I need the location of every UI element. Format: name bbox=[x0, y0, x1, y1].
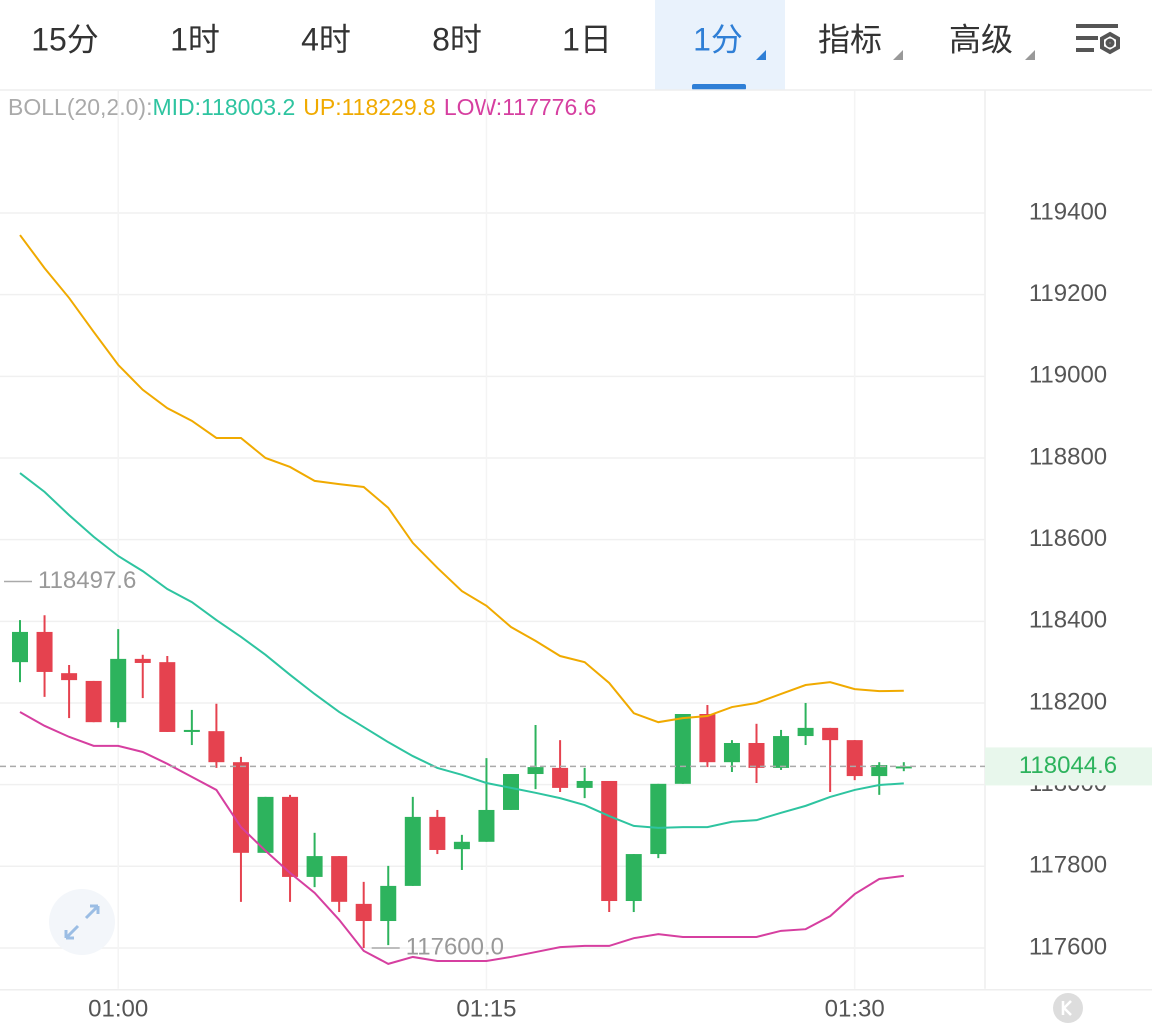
candle-body bbox=[871, 765, 888, 777]
dropdown-arrow bbox=[893, 50, 903, 60]
candle-body bbox=[380, 885, 397, 922]
candle-body bbox=[183, 729, 200, 732]
candle-body bbox=[650, 783, 667, 855]
dropdown-arrow bbox=[1025, 50, 1035, 60]
x-tick-label: 01:00 bbox=[88, 995, 148, 1022]
y-tick-label: 119200 bbox=[1029, 280, 1107, 307]
candle-body bbox=[282, 796, 299, 877]
y-tick-label: 119000 bbox=[1029, 362, 1107, 389]
boll-line bbox=[19, 234, 904, 724]
candle-body bbox=[895, 766, 912, 769]
extreme-label: 118497.6 bbox=[38, 567, 136, 594]
y-tick-label: 118600 bbox=[1029, 525, 1107, 552]
y-tick-label: 118400 bbox=[1029, 607, 1107, 634]
tab[interactable]: 15分 bbox=[31, 21, 99, 57]
boll-line bbox=[19, 711, 904, 965]
tab[interactable]: 高级 bbox=[949, 21, 1013, 57]
candle-body bbox=[478, 809, 495, 842]
y-tick-label: 117800 bbox=[1029, 852, 1107, 879]
candle-body bbox=[846, 740, 863, 777]
candle-body bbox=[797, 727, 814, 737]
last-price-label: 118044.6 bbox=[1019, 752, 1117, 779]
dropdown-arrow bbox=[756, 50, 766, 60]
candle-body bbox=[12, 631, 28, 663]
candle-body bbox=[453, 841, 470, 850]
candle-body bbox=[748, 742, 765, 768]
candle-body bbox=[134, 658, 151, 663]
candle-body bbox=[355, 903, 372, 922]
candle-body bbox=[699, 714, 716, 763]
indicator-label: BOLL(20,2.0): bbox=[8, 94, 152, 120]
candle-body bbox=[822, 727, 839, 741]
indicator-legend: BOLL(20,2.0):MID:118003.2 UP:118229.8 LOW:… bbox=[8, 94, 596, 120]
plot: 1176001178001180001182001184001186001188… bbox=[0, 90, 1152, 1022]
candle-body bbox=[552, 767, 569, 788]
tab[interactable]: 1时 bbox=[170, 21, 220, 57]
candle-body bbox=[404, 816, 421, 886]
settings-icon[interactable] bbox=[1076, 24, 1120, 55]
tab[interactable]: 指标 bbox=[818, 21, 882, 57]
candle-body bbox=[601, 780, 618, 902]
candle-body bbox=[159, 662, 176, 732]
candle-body bbox=[306, 856, 323, 877]
x-tick-label: 01:15 bbox=[456, 995, 516, 1022]
candle-body bbox=[257, 796, 274, 853]
candle-body bbox=[625, 854, 642, 902]
y-tick-label: 117600 bbox=[1029, 933, 1107, 960]
candle-body bbox=[674, 714, 691, 784]
candle-body bbox=[723, 742, 740, 763]
candle-body bbox=[527, 767, 544, 775]
candle-body bbox=[61, 673, 78, 681]
active-tab-indicator bbox=[692, 84, 746, 90]
active-tab-bg bbox=[655, 0, 785, 90]
legend-entry: MID:118003.2 bbox=[152, 94, 295, 120]
candle-body bbox=[232, 762, 249, 853]
candle-body bbox=[208, 731, 225, 763]
tab[interactable]: 8时 bbox=[432, 21, 482, 57]
y-tick-label: 118200 bbox=[1029, 688, 1107, 715]
candle-body bbox=[576, 780, 593, 788]
candle-body bbox=[331, 856, 348, 902]
candle-body bbox=[36, 631, 53, 672]
legend-entry: UP:118229.8 bbox=[303, 94, 436, 120]
scroll-latest-button[interactable] bbox=[1053, 993, 1083, 1023]
tab-active[interactable]: 1分 bbox=[693, 21, 743, 57]
candle-body bbox=[503, 774, 519, 810]
candle-body bbox=[429, 816, 446, 850]
legend-entry: LOW:117776.6 bbox=[444, 94, 597, 120]
extreme-label: 117600.0 bbox=[406, 933, 504, 960]
tab[interactable]: 1日 bbox=[562, 21, 612, 57]
y-tick-label: 118800 bbox=[1029, 443, 1107, 470]
expand-button[interactable] bbox=[49, 889, 115, 955]
tab-bar: 15分 1时 4时 8时 1日 1分 指标 高级 bbox=[0, 0, 1152, 91]
y-tick-label: 119400 bbox=[1029, 198, 1107, 225]
candle-body bbox=[110, 658, 127, 723]
candle-body bbox=[773, 736, 790, 768]
x-tick-label: 01:30 bbox=[825, 995, 885, 1022]
last-price-box bbox=[985, 747, 1152, 786]
candle-body bbox=[85, 680, 102, 723]
tab[interactable]: 4时 bbox=[301, 21, 351, 57]
boll-line bbox=[19, 472, 904, 829]
